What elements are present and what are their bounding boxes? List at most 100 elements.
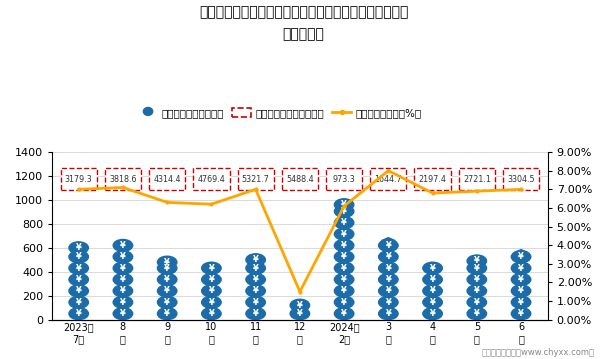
Text: ¥: ¥: [341, 309, 347, 318]
Text: 指标统计图: 指标统计图: [283, 27, 324, 41]
Text: ¥: ¥: [430, 298, 435, 307]
Text: 973.3: 973.3: [333, 174, 356, 183]
Polygon shape: [249, 257, 262, 260]
Ellipse shape: [113, 262, 133, 274]
Ellipse shape: [334, 285, 354, 297]
Text: ¥: ¥: [120, 298, 126, 307]
Text: ¥: ¥: [474, 286, 480, 295]
FancyBboxPatch shape: [193, 168, 229, 190]
Text: ¥: ¥: [341, 229, 347, 239]
Text: ¥: ¥: [518, 309, 524, 318]
Ellipse shape: [379, 262, 398, 274]
Text: ¥: ¥: [76, 275, 81, 284]
Ellipse shape: [334, 199, 354, 211]
FancyBboxPatch shape: [282, 168, 318, 190]
Ellipse shape: [467, 285, 487, 297]
Ellipse shape: [113, 274, 133, 285]
Ellipse shape: [69, 296, 89, 308]
Ellipse shape: [423, 285, 443, 297]
Text: ¥: ¥: [76, 252, 81, 261]
Ellipse shape: [334, 228, 354, 240]
Ellipse shape: [467, 274, 487, 285]
Ellipse shape: [157, 285, 177, 297]
Text: ¥: ¥: [341, 275, 347, 284]
Text: ¥: ¥: [253, 286, 259, 295]
Ellipse shape: [334, 205, 354, 217]
Ellipse shape: [246, 254, 265, 266]
Text: ¥: ¥: [76, 286, 81, 295]
Ellipse shape: [157, 262, 177, 274]
Ellipse shape: [511, 308, 531, 320]
Ellipse shape: [379, 285, 398, 297]
Text: ¥: ¥: [209, 309, 214, 318]
Ellipse shape: [379, 274, 398, 285]
Text: ¥: ¥: [430, 275, 435, 284]
Text: ¥: ¥: [164, 286, 170, 295]
Text: 3818.6: 3818.6: [109, 174, 137, 183]
Ellipse shape: [246, 274, 265, 285]
Text: ¥: ¥: [120, 252, 126, 261]
Text: ¥: ¥: [430, 309, 435, 318]
Ellipse shape: [423, 296, 443, 308]
Text: ¥: ¥: [430, 264, 435, 273]
Text: ¥: ¥: [164, 309, 170, 318]
Text: ¥: ¥: [209, 286, 214, 295]
Text: ¥: ¥: [385, 286, 392, 295]
Text: ¥: ¥: [76, 298, 81, 307]
Text: ¥: ¥: [341, 252, 347, 261]
Text: ¥: ¥: [209, 275, 214, 284]
Ellipse shape: [423, 308, 443, 320]
Ellipse shape: [69, 274, 89, 285]
Ellipse shape: [290, 308, 310, 320]
Text: ¥: ¥: [120, 241, 126, 250]
Ellipse shape: [511, 251, 531, 263]
Polygon shape: [337, 202, 351, 205]
Text: ¥: ¥: [76, 264, 81, 273]
Text: ¥: ¥: [164, 275, 170, 284]
Ellipse shape: [113, 239, 133, 251]
Text: 5488.4: 5488.4: [286, 174, 314, 183]
Text: ¥: ¥: [120, 264, 126, 273]
Text: ¥: ¥: [518, 252, 524, 261]
Ellipse shape: [113, 296, 133, 308]
Text: ¥: ¥: [76, 243, 81, 252]
Polygon shape: [116, 242, 130, 246]
Ellipse shape: [202, 296, 221, 308]
FancyBboxPatch shape: [370, 168, 407, 190]
Ellipse shape: [113, 308, 133, 320]
Polygon shape: [160, 259, 174, 262]
Text: ¥: ¥: [518, 286, 524, 295]
Text: ¥: ¥: [209, 264, 214, 273]
Ellipse shape: [334, 274, 354, 285]
Text: ¥: ¥: [341, 264, 347, 273]
Text: ¥: ¥: [253, 255, 259, 264]
FancyBboxPatch shape: [415, 168, 451, 190]
Text: 5321.7: 5321.7: [242, 174, 270, 183]
Text: ¥: ¥: [253, 309, 259, 318]
Text: ¥: ¥: [385, 275, 392, 284]
Text: 3179.3: 3179.3: [65, 174, 93, 183]
Ellipse shape: [379, 251, 398, 263]
Text: 4769.4: 4769.4: [197, 174, 225, 183]
Ellipse shape: [246, 308, 265, 320]
FancyBboxPatch shape: [61, 168, 97, 190]
Text: ¥: ¥: [120, 286, 126, 295]
FancyBboxPatch shape: [105, 168, 141, 190]
Ellipse shape: [511, 274, 531, 285]
Ellipse shape: [334, 239, 354, 251]
Text: ¥: ¥: [474, 256, 480, 266]
Text: ¥: ¥: [518, 298, 524, 307]
Ellipse shape: [423, 262, 443, 274]
Polygon shape: [382, 238, 395, 241]
Text: ¥: ¥: [385, 309, 392, 318]
Text: ¥: ¥: [474, 275, 480, 284]
Polygon shape: [470, 258, 484, 261]
Ellipse shape: [113, 285, 133, 297]
Polygon shape: [72, 245, 86, 248]
FancyBboxPatch shape: [149, 168, 185, 190]
Text: ¥: ¥: [385, 298, 392, 307]
Text: ¥: ¥: [209, 298, 214, 307]
Ellipse shape: [69, 308, 89, 320]
Text: ¥: ¥: [341, 218, 347, 227]
Text: ¥: ¥: [164, 258, 170, 267]
